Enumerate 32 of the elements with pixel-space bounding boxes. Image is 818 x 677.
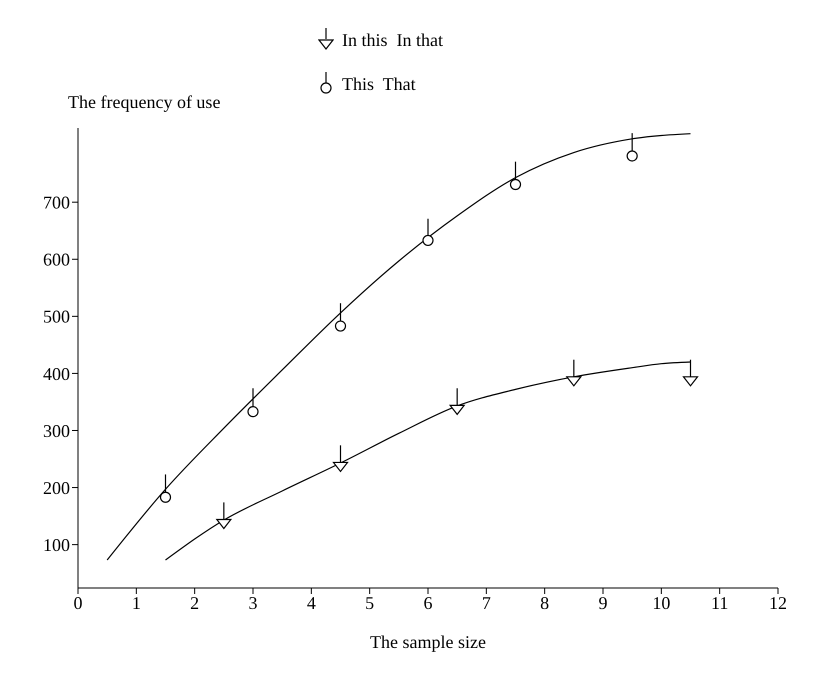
point: [216, 518, 232, 530]
x-axis-title: The sample size: [370, 632, 486, 652]
point: [160, 492, 172, 503]
x-tick-label: 0: [74, 592, 82, 613]
y-tick-label: 700: [43, 192, 70, 213]
y-tick-label: 200: [43, 478, 70, 498]
x-tick-label: 2: [190, 592, 200, 613]
x-tick-label: 8: [540, 592, 550, 613]
point: [422, 234, 434, 246]
point: [247, 406, 259, 418]
x-tick-label: 10: [652, 592, 670, 613]
point: [510, 178, 522, 190]
y-tick-label: 500: [43, 306, 70, 327]
y-tick-label: 300: [43, 420, 70, 441]
y-tick-label: 600: [43, 250, 70, 270]
x-tick-label: 4: [306, 592, 316, 613]
x-tick-label: 12: [769, 592, 787, 613]
legend-label: This That: [342, 74, 416, 94]
x-tick-label: 5: [365, 592, 374, 613]
point: [334, 320, 346, 332]
y-tick-label: 400: [43, 364, 70, 384]
y-axis-title: The frequency of use: [68, 92, 220, 113]
x-tick-label: 9: [598, 592, 608, 613]
x-tick-label: 11: [710, 592, 728, 613]
x-tick-label: 1: [132, 592, 141, 613]
x-tick-label: 7: [482, 592, 491, 613]
legend-label: In this In that: [342, 30, 443, 50]
x-tick-label: 3: [248, 592, 258, 613]
line-series: [106, 133, 692, 561]
x-tick-label: 6: [424, 592, 432, 613]
y-tick-label: 100: [43, 535, 70, 556]
point: [626, 150, 638, 162]
